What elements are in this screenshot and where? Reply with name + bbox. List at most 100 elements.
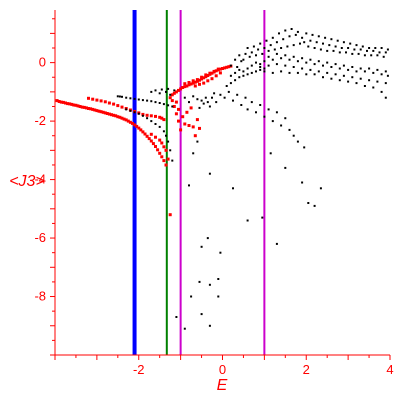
data-point bbox=[198, 78, 201, 82]
data-point bbox=[342, 64, 345, 67]
data-point bbox=[355, 70, 358, 73]
data-point bbox=[133, 97, 136, 100]
data-point bbox=[74, 103, 78, 107]
data-point bbox=[227, 65, 231, 69]
data-point bbox=[158, 125, 161, 128]
data-point bbox=[154, 135, 157, 139]
data-point bbox=[265, 39, 268, 42]
data-point bbox=[347, 80, 350, 83]
data-point bbox=[259, 63, 262, 66]
data-point bbox=[315, 41, 318, 44]
data-point bbox=[202, 102, 205, 105]
data-point bbox=[359, 67, 362, 70]
data-point bbox=[322, 42, 324, 45]
data-point bbox=[189, 106, 193, 110]
data-point bbox=[309, 58, 312, 61]
data-point bbox=[271, 120, 274, 123]
data-point bbox=[307, 202, 310, 204]
data-point bbox=[319, 187, 322, 190]
data-point bbox=[282, 38, 285, 41]
data-point bbox=[160, 116, 164, 120]
data-point bbox=[380, 47, 383, 49]
data-point bbox=[120, 116, 124, 120]
y-tick-label: -4 bbox=[34, 172, 46, 187]
data-point bbox=[290, 28, 293, 30]
data-point bbox=[255, 54, 257, 57]
data-point bbox=[338, 51, 341, 54]
data-point bbox=[263, 60, 266, 63]
data-point bbox=[238, 54, 241, 57]
data-point bbox=[181, 115, 185, 119]
data-point bbox=[162, 103, 165, 106]
data-point bbox=[250, 51, 253, 54]
data-point bbox=[146, 117, 149, 120]
data-point bbox=[259, 104, 262, 106]
ticks: -2 0 2 4 0 -2 -4 -6 -8 bbox=[34, 18, 394, 377]
data-point bbox=[263, 47, 266, 49]
data-point bbox=[190, 295, 193, 298]
data-point bbox=[55, 99, 59, 103]
data-point bbox=[169, 149, 172, 152]
data-point bbox=[355, 82, 358, 85]
data-point bbox=[126, 119, 130, 123]
data-point bbox=[196, 98, 199, 101]
data-point bbox=[168, 96, 172, 100]
data-point bbox=[174, 100, 178, 104]
data-point bbox=[280, 70, 283, 73]
data-point bbox=[275, 63, 278, 66]
data-point bbox=[61, 100, 65, 104]
data-point bbox=[263, 115, 266, 118]
data-point bbox=[174, 90, 178, 94]
data-point bbox=[89, 107, 93, 111]
data-point bbox=[116, 115, 120, 119]
data-point bbox=[118, 115, 122, 119]
data-point bbox=[179, 87, 183, 91]
data-point bbox=[326, 61, 329, 64]
data-point bbox=[189, 82, 193, 86]
data-point bbox=[64, 101, 67, 105]
data-point bbox=[384, 96, 387, 99]
data-point bbox=[208, 324, 211, 327]
data-point bbox=[147, 137, 151, 141]
data-point bbox=[202, 81, 206, 85]
data-point bbox=[340, 47, 343, 49]
data-point bbox=[240, 60, 243, 63]
data-point bbox=[114, 114, 118, 118]
data-point bbox=[82, 105, 86, 109]
data-point bbox=[380, 90, 383, 93]
data-point bbox=[242, 74, 245, 77]
data-point bbox=[257, 48, 260, 51]
data-point bbox=[359, 48, 362, 51]
data-point bbox=[103, 111, 107, 115]
data-point bbox=[294, 33, 297, 36]
data-point bbox=[177, 107, 180, 111]
data-point bbox=[292, 134, 295, 137]
data-point bbox=[170, 93, 174, 97]
data-point bbox=[218, 71, 222, 75]
data-point bbox=[349, 42, 352, 45]
data-point bbox=[198, 106, 201, 109]
data-point bbox=[363, 70, 366, 73]
data-point bbox=[183, 82, 187, 86]
data-point bbox=[171, 159, 174, 162]
data-point bbox=[244, 96, 247, 99]
data-point bbox=[95, 98, 99, 102]
data-point bbox=[183, 122, 187, 126]
data-point bbox=[328, 44, 331, 47]
data-point bbox=[255, 111, 257, 114]
data-point bbox=[296, 30, 299, 33]
data-point bbox=[171, 105, 174, 108]
data-point bbox=[162, 159, 166, 163]
data-point bbox=[179, 128, 183, 132]
vertical-lines bbox=[132, 10, 266, 355]
data-point bbox=[380, 73, 383, 76]
data-point bbox=[196, 140, 199, 143]
data-point bbox=[240, 104, 243, 106]
data-point bbox=[271, 58, 274, 61]
data-point bbox=[139, 128, 143, 132]
data-point bbox=[212, 69, 216, 73]
data-point bbox=[206, 79, 210, 83]
data-point bbox=[307, 45, 310, 48]
data-point bbox=[192, 152, 195, 155]
data-point bbox=[338, 79, 341, 82]
